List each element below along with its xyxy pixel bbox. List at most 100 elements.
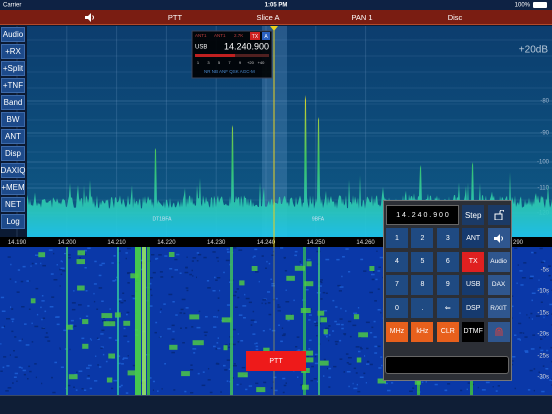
waterfall-noise xyxy=(125,252,128,254)
waterfall-noise xyxy=(192,348,197,350)
waterfall-noise xyxy=(203,256,207,259)
keypad-key[interactable]: 2 xyxy=(411,228,434,249)
keypad-key[interactable]: 4 xyxy=(386,251,408,272)
keypad-key[interactable] xyxy=(487,321,510,342)
carrier: Carrier xyxy=(3,3,21,9)
side-button[interactable]: DAXIQ xyxy=(1,163,25,178)
waterfall-noise xyxy=(528,317,530,319)
waterfall-noise xyxy=(217,309,220,312)
side-button[interactable]: +MEM xyxy=(1,180,25,195)
keypad-key[interactable]: 1 xyxy=(386,228,408,249)
waterfall-noise xyxy=(36,313,39,316)
waterfall-signal xyxy=(317,310,325,316)
waterfall-noise xyxy=(164,363,166,365)
waterfall-noise xyxy=(238,249,243,251)
keypad-key[interactable]: 3 xyxy=(436,228,459,249)
waterfall-noise xyxy=(35,376,37,379)
side-button[interactable]: +Split xyxy=(1,61,25,76)
waterfall-noise xyxy=(0,370,3,372)
keypad-key[interactable]: Step xyxy=(462,205,485,225)
side-button[interactable]: Audio xyxy=(1,27,25,42)
keypad-key[interactable]: USB xyxy=(462,274,485,295)
waterfall-noise xyxy=(545,368,549,370)
side-button[interactable]: NET xyxy=(1,197,25,212)
keypad-key[interactable]: ⇐ xyxy=(436,298,459,319)
waterfall-noise xyxy=(282,377,286,380)
keypad-key[interactable] xyxy=(487,228,510,249)
waterfall-noise xyxy=(179,312,183,314)
waterfall-noise xyxy=(151,254,155,256)
waterfall-noise xyxy=(191,260,194,262)
waterfall-noise xyxy=(223,364,226,367)
waterfall-noise xyxy=(384,382,388,385)
side-button[interactable]: +TNF xyxy=(1,78,25,93)
waterfall-signal xyxy=(168,252,175,257)
lock-icon xyxy=(494,210,504,220)
waterfall-noise xyxy=(270,278,273,281)
waterfall-noise xyxy=(216,362,219,365)
waterfall-noise xyxy=(5,390,9,392)
waterfall-noise xyxy=(62,270,66,272)
side-button[interactable]: Log xyxy=(1,214,25,229)
side-button[interactable]: BW xyxy=(1,112,25,127)
waterfall-noise xyxy=(333,365,337,368)
waterfall-noise xyxy=(14,356,18,358)
keypad-key[interactable]: Audio xyxy=(487,251,510,272)
waterfall-noise xyxy=(41,318,43,321)
keypad-key[interactable]: ANT xyxy=(462,228,485,249)
top-bar-button[interactable]: Disc xyxy=(448,13,463,22)
keypad-key[interactable]: . xyxy=(411,298,434,319)
waterfall-noise xyxy=(237,341,240,343)
waterfall-noise xyxy=(347,320,352,323)
keypad-key[interactable]: DTMF xyxy=(462,321,485,342)
keypad-key[interactable]: R/XIT xyxy=(487,298,510,319)
waterfall-noise xyxy=(3,356,7,358)
keypad-slider[interactable] xyxy=(385,356,509,374)
waterfall-noise xyxy=(539,247,543,250)
waterfall-noise xyxy=(531,299,533,302)
waterfall-noise xyxy=(51,376,53,379)
side-button[interactable]: Disp xyxy=(1,146,25,161)
waterfall-noise xyxy=(86,377,90,380)
waterfall-noise xyxy=(225,344,228,346)
side-button[interactable]: +RX xyxy=(1,44,25,59)
side-button[interactable]: Band xyxy=(1,95,25,110)
keypad-key[interactable]: 8 xyxy=(411,274,434,295)
keypad-key[interactable]: CLR xyxy=(436,321,459,342)
keypad-key[interactable] xyxy=(487,205,510,225)
keypad-key[interactable]: TX xyxy=(462,251,485,272)
meter-scale: 9 xyxy=(239,60,242,65)
waterfall-noise xyxy=(304,289,309,291)
meter-scale: +40 xyxy=(258,60,266,65)
waterfall-noise xyxy=(412,387,415,389)
waterfall-signal xyxy=(130,273,139,279)
keypad-key[interactable]: 5 xyxy=(411,251,434,272)
waterfall-noise xyxy=(10,263,12,266)
top-bar-button[interactable]: PAN 1 xyxy=(351,13,372,22)
keypad-key[interactable]: DAX xyxy=(487,274,510,295)
keypad-key[interactable]: DSP xyxy=(462,298,485,319)
keypad-key[interactable]: 6 xyxy=(436,251,459,272)
waterfall-noise xyxy=(28,365,31,368)
keypad-key[interactable]: kHz xyxy=(411,321,434,342)
waterfall-noise xyxy=(150,294,153,297)
side-button[interactable]: ANT xyxy=(1,129,25,144)
waterfall-noise xyxy=(529,277,533,280)
waterfall-noise xyxy=(268,262,271,265)
waterfall-signal xyxy=(414,379,421,385)
ptt-button[interactable]: PTT xyxy=(246,351,306,371)
waterfall-noise xyxy=(250,319,255,321)
waterfall-noise xyxy=(544,336,546,338)
waterfall-signal xyxy=(77,285,85,291)
waterfall-noise xyxy=(549,303,552,306)
keypad-key[interactable]: MHz xyxy=(386,321,408,342)
keypad-key[interactable]: 0 xyxy=(386,298,408,319)
waterfall-noise xyxy=(216,316,219,318)
speaker-icon[interactable] xyxy=(84,12,96,23)
waterfall-noise xyxy=(282,391,285,394)
top-bar-button[interactable]: PTT xyxy=(168,13,183,22)
waterfall-noise xyxy=(250,324,253,326)
top-bar-button[interactable]: Slice A xyxy=(257,13,280,22)
keypad-key[interactable]: 7 xyxy=(386,274,408,295)
keypad-key[interactable]: 9 xyxy=(436,274,459,295)
